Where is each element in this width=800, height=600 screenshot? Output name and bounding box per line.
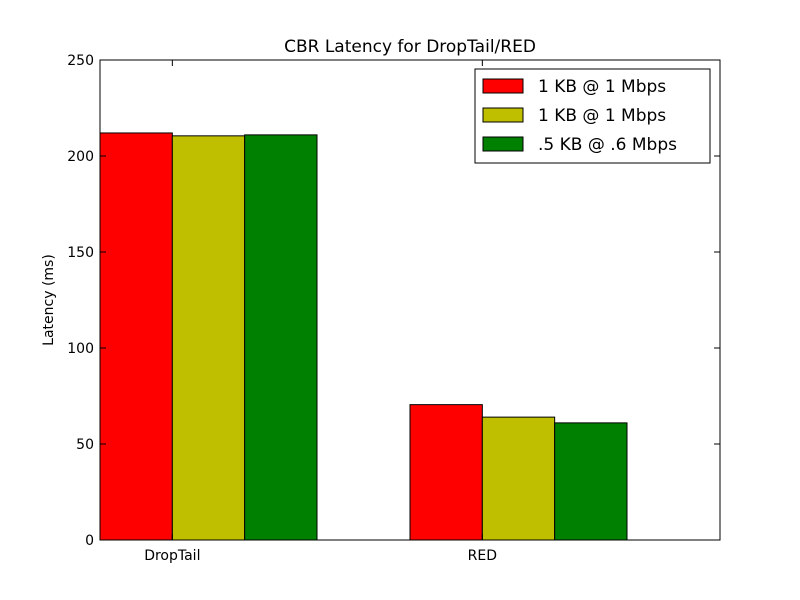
bar-droptail-series-1 [99, 132, 173, 541]
legend-swatch-3 [482, 136, 524, 152]
legend-label-2: 1 KB @ 1 Mbps [538, 106, 666, 126]
legend: 1 KB @ 1 Mbps 1 KB @ 1 Mbps .5 KB @ .6 Mbp… [474, 68, 711, 164]
legend-label-3: .5 KB @ .6 Mbps [538, 135, 677, 155]
bar-red-series-2 [481, 416, 556, 541]
y-tick-label: 150 [67, 245, 94, 261]
bars-group [99, 132, 628, 541]
y-tick-label: 250 [67, 53, 94, 69]
bar-droptail-series-2 [171, 135, 246, 541]
plot-frame [99, 59, 721, 541]
y-tick-label: 200 [67, 149, 94, 165]
bar-red-series-3 [554, 422, 628, 541]
x-tick-label-droptail: DropTail [144, 548, 200, 564]
y-tick-label: 0 [85, 533, 94, 549]
chart-title: CBR Latency for DropTail/RED [284, 37, 536, 57]
x-tick-label-red: RED [468, 548, 497, 564]
ticks-group: 0 50 100 150 200 250 DropTail RED [67, 53, 720, 564]
legend-swatch-2 [482, 107, 524, 123]
y-axis-label: Latency (ms) [41, 254, 57, 346]
y-tick-label: 100 [67, 341, 94, 357]
bar-droptail-series-3 [244, 134, 318, 541]
legend-label-1: 1 KB @ 1 Mbps [538, 77, 666, 97]
legend-swatch-1 [482, 78, 524, 94]
y-tick-label: 50 [76, 437, 94, 453]
bar-red-series-1 [409, 404, 483, 541]
